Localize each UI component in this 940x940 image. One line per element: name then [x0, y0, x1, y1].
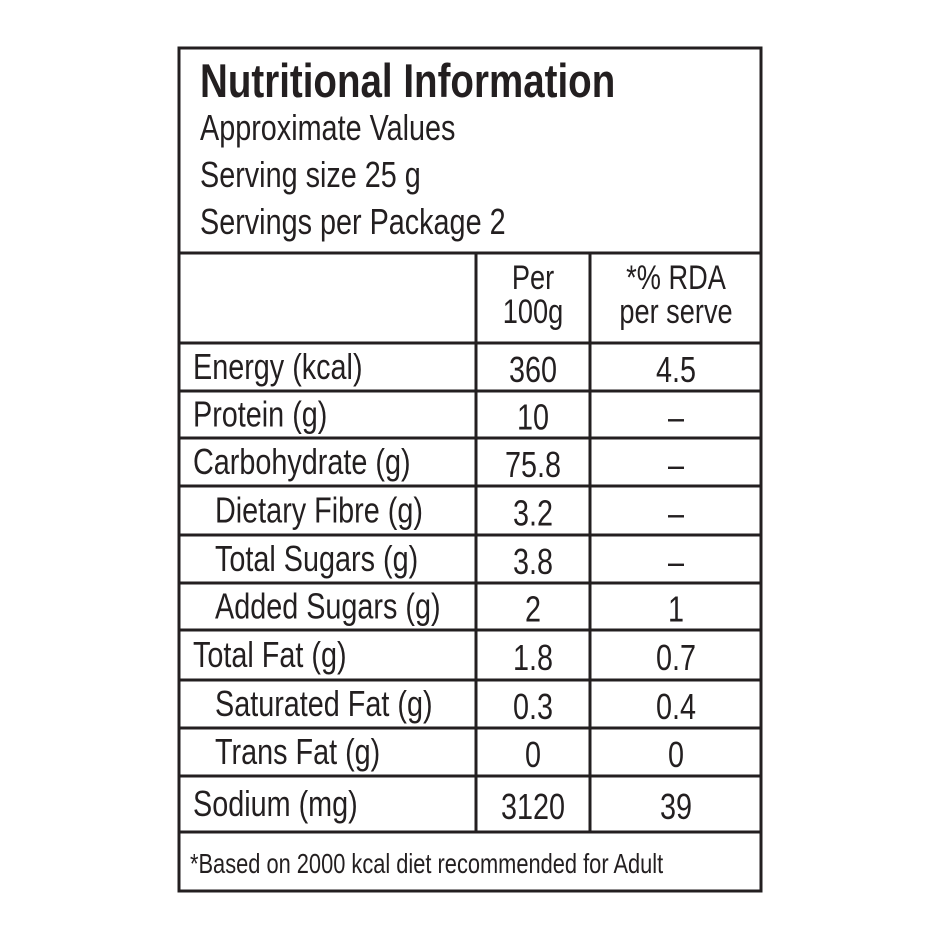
rda-per-serve: 39: [660, 786, 692, 827]
nutrient-name: Energy (kcal): [193, 346, 363, 387]
rda-per-serve: –: [668, 541, 685, 582]
nutrient-name: Dietary Fibre (g): [215, 489, 423, 530]
nutrient-name: Protein (g): [193, 393, 327, 434]
header-line: Approximate Values: [200, 107, 455, 148]
rda-per-serve: 0.4: [656, 686, 696, 727]
rda-per-serve: 0.7: [656, 637, 696, 678]
column-header: Per: [512, 258, 554, 297]
per-100g: 3.2: [513, 492, 553, 533]
label-border: [177, 46, 763, 893]
rda-per-serve: 4.5: [656, 349, 696, 390]
nutrient-name: Trans Fat (g): [215, 731, 380, 772]
rda-per-serve: –: [668, 444, 685, 485]
per-100g: 0: [525, 734, 541, 775]
nutrient-name: Total Sugars (g): [215, 538, 418, 579]
per-100g: 75.8: [505, 444, 561, 485]
per-100g: 3.8: [513, 541, 553, 582]
per-100g: 1.8: [513, 637, 553, 678]
header-line: Serving size 25 g: [200, 154, 421, 195]
per-100g: 10: [517, 396, 549, 437]
rda-per-serve: 1: [668, 588, 684, 629]
footnote: *Based on 2000 kcal diet recommended for…: [190, 848, 663, 879]
column-header: 100g: [503, 292, 563, 331]
nutrient-name: Saturated Fat (g): [215, 683, 433, 724]
nutrient-name: Carbohydrate (g): [193, 441, 411, 482]
nutrient-name: Total Fat (g): [193, 634, 347, 675]
per-100g: 3120: [501, 786, 565, 827]
column-header: *% RDA: [626, 258, 726, 297]
nutrient-name: Sodium (mg): [193, 783, 358, 824]
nutrient-name: Added Sugars (g): [215, 585, 441, 626]
header-line: Servings per Package 2: [200, 201, 506, 242]
per-100g: 360: [509, 349, 557, 390]
per-100g: 0.3: [513, 686, 553, 727]
rda-per-serve: –: [668, 396, 685, 437]
per-100g: 2: [525, 588, 541, 629]
title: Nutritional Information: [200, 55, 615, 107]
rda-per-serve: 0: [668, 734, 684, 775]
rda-per-serve: –: [668, 492, 685, 533]
column-header: per serve: [619, 292, 732, 331]
